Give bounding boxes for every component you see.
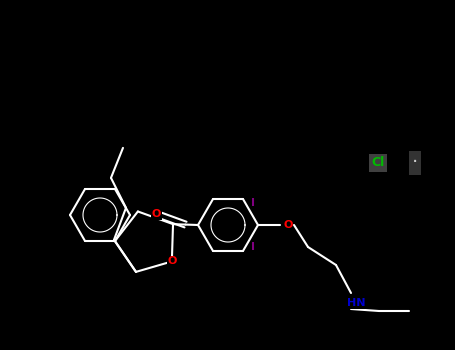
Text: O: O	[152, 209, 161, 219]
Text: I: I	[251, 198, 255, 208]
Text: ·: ·	[412, 154, 418, 173]
Text: O: O	[283, 220, 293, 230]
Text: O: O	[167, 257, 177, 266]
Text: I: I	[251, 242, 255, 252]
Text: Cl: Cl	[371, 156, 384, 169]
Text: HN: HN	[347, 298, 365, 308]
